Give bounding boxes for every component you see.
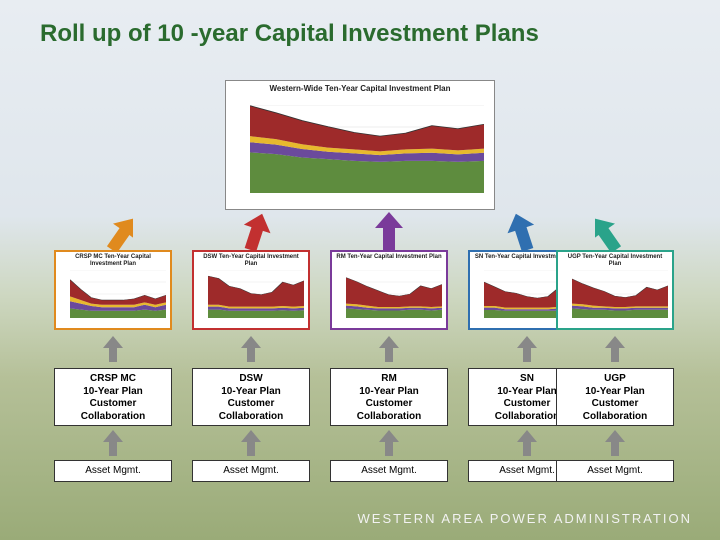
slide: Roll up of 10 -year Capital Investment P… <box>0 0 720 540</box>
arrow-up-icon <box>605 336 625 348</box>
collab-line: Collaboration <box>333 411 445 424</box>
arrow-up-icon <box>241 336 261 348</box>
arrow-up-icon <box>103 336 123 348</box>
arrow-up-icon <box>241 430 261 442</box>
arrow-up-icon <box>605 430 625 442</box>
asset-mgmt-box: Asset Mgmt. <box>54 460 172 482</box>
asset-mgmt-box: Asset Mgmt. <box>330 460 448 482</box>
mini-chart-crsp-mc: CRSP MC Ten-Year Capital Investment Plan <box>54 250 172 330</box>
rollup-arrow <box>595 210 635 252</box>
collab-line: DSW <box>195 373 307 386</box>
main-chart: Western-Wide Ten-Year Capital Investment… <box>225 80 495 210</box>
collab-line: Collaboration <box>57 411 169 424</box>
main-chart-title: Western-Wide Ten-Year Capital Investment… <box>226 81 494 94</box>
mini-chart-title: CRSP MC Ten-Year Capital Investment Plan <box>56 252 170 267</box>
collab-line: Collaboration <box>195 411 307 424</box>
collab-line: Customer <box>57 398 169 411</box>
page-title: Roll up of 10 -year Capital Investment P… <box>40 20 680 48</box>
collab-line: 10-Year Plan <box>559 386 671 399</box>
asset-mgmt-box: Asset Mgmt. <box>192 460 310 482</box>
collab-line: 10-Year Plan <box>57 386 169 399</box>
collab-box-dsw: DSW10-Year PlanCustomerCollaboration <box>192 368 310 426</box>
collab-line: RM <box>333 373 445 386</box>
collab-line: Collaboration <box>559 411 671 424</box>
arrow-up-icon <box>517 336 537 348</box>
main-chart-area <box>250 105 484 193</box>
mini-chart-title: UGP Ten-Year Capital Investment Plan <box>558 252 672 267</box>
rollup-arrow <box>369 210 409 252</box>
arrow-up-icon <box>517 430 537 442</box>
footer-brand: WESTERN AREA POWER ADMINISTRATION <box>358 511 692 526</box>
collab-line: 10-Year Plan <box>333 386 445 399</box>
collab-line: 10-Year Plan <box>195 386 307 399</box>
rollup-arrow <box>231 210 271 252</box>
arrow-up-icon <box>379 430 399 442</box>
rollup-arrow <box>507 210 547 252</box>
collab-box-rm: RM10-Year PlanCustomerCollaboration <box>330 368 448 426</box>
collab-line: Customer <box>333 398 445 411</box>
collab-line: Customer <box>195 398 307 411</box>
mini-chart-dsw: DSW Ten-Year Capital Investment Plan <box>192 250 310 330</box>
mini-chart-rm: RM Ten-Year Capital Investment Plan <box>330 250 448 330</box>
arrow-up-icon <box>379 336 399 348</box>
collab-line: UGP <box>559 373 671 386</box>
collab-line: CRSP MC <box>57 373 169 386</box>
mini-chart-title: DSW Ten-Year Capital Investment Plan <box>194 252 308 267</box>
collab-box-ugp: UGP10-Year PlanCustomerCollaboration <box>556 368 674 426</box>
mini-chart-title: RM Ten-Year Capital Investment Plan <box>332 252 446 261</box>
collab-box-crsp-mc: CRSP MC10-Year PlanCustomerCollaboration <box>54 368 172 426</box>
mini-chart-ugp: UGP Ten-Year Capital Investment Plan <box>556 250 674 330</box>
collab-line: Customer <box>559 398 671 411</box>
asset-mgmt-box: Asset Mgmt. <box>556 460 674 482</box>
arrow-up-icon <box>103 430 123 442</box>
rollup-arrow <box>93 210 133 252</box>
